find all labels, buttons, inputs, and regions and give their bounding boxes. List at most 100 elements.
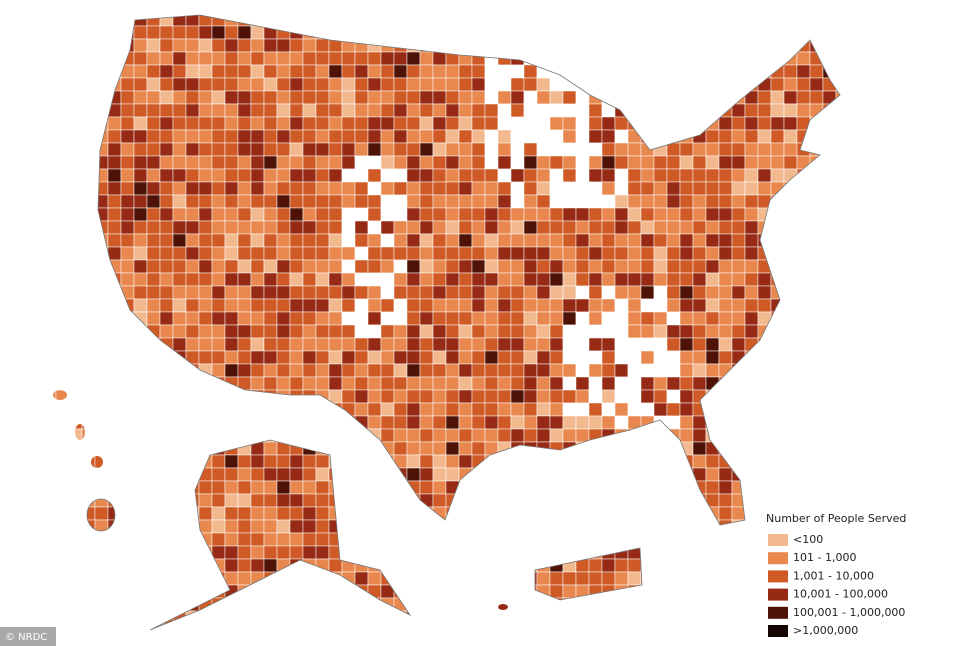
county: [341, 207, 356, 222]
county: [68, 285, 83, 300]
county: [432, 51, 447, 66]
county: [94, 246, 109, 261]
county: [679, 558, 694, 573]
county: [510, 545, 525, 560]
county: [498, 0, 511, 13]
county: [614, 441, 629, 456]
county: [783, 129, 798, 144]
county: [601, 155, 616, 170]
county: [380, 428, 395, 443]
county: [666, 272, 681, 287]
county: [94, 610, 109, 625]
county: [471, 77, 486, 92]
county: [575, 168, 590, 183]
county: [81, 116, 96, 131]
county: [653, 519, 668, 534]
county: [81, 337, 96, 352]
county: [744, 298, 759, 313]
county: [822, 454, 837, 469]
county: [159, 506, 174, 521]
county: [53, 90, 57, 105]
county: [211, 233, 226, 248]
county: [744, 168, 759, 183]
county: [666, 15, 681, 27]
county: [588, 246, 603, 261]
county: [471, 480, 486, 495]
county: [602, 637, 615, 646]
county: [640, 623, 655, 630]
county: [185, 142, 200, 157]
county: [55, 389, 70, 404]
county: [419, 480, 434, 495]
county: [783, 285, 798, 300]
county: [614, 623, 629, 630]
county: [588, 129, 603, 144]
county: [575, 51, 590, 66]
county: [757, 116, 772, 131]
county: [575, 298, 590, 313]
county: [133, 38, 148, 53]
county: [172, 38, 187, 53]
county: [549, 15, 564, 27]
county: [679, 155, 694, 170]
county: [588, 532, 603, 547]
county: [614, 402, 629, 417]
county: [588, 571, 603, 586]
county: [224, 324, 239, 339]
county: [198, 467, 213, 482]
county: [289, 519, 304, 534]
county: [458, 454, 473, 469]
county: [355, 637, 368, 646]
county: [406, 623, 421, 630]
county: [835, 311, 840, 326]
county: [81, 77, 96, 92]
county: [81, 25, 96, 40]
county: [198, 350, 213, 365]
county: [458, 129, 473, 144]
county: [614, 532, 629, 547]
county: [835, 415, 840, 430]
county: [198, 246, 213, 261]
county: [575, 311, 590, 326]
county: [68, 103, 83, 118]
county: [549, 129, 564, 144]
county: [536, 181, 551, 196]
county: [718, 246, 733, 261]
county: [237, 142, 252, 157]
county: [796, 181, 811, 196]
county: [550, 0, 563, 13]
county: [497, 64, 512, 79]
county: [731, 298, 746, 313]
county: [679, 350, 694, 365]
county: [367, 194, 382, 209]
county: [198, 220, 213, 235]
county: [822, 337, 837, 352]
county: [445, 311, 460, 326]
county: [328, 493, 343, 508]
county: [796, 272, 811, 287]
county: [172, 246, 187, 261]
county: [81, 350, 96, 365]
county: [835, 350, 840, 365]
county: [692, 532, 707, 547]
county: [497, 571, 512, 586]
county: [588, 116, 603, 131]
county: [185, 233, 200, 248]
county: [705, 558, 720, 573]
county: [679, 38, 694, 53]
county: [588, 610, 603, 625]
county: [237, 220, 252, 235]
county: [692, 103, 707, 118]
county: [588, 207, 603, 222]
county: [523, 168, 538, 183]
county: [211, 610, 226, 625]
county: [445, 610, 460, 625]
county: [354, 246, 369, 261]
county: [627, 337, 642, 352]
county: [419, 116, 434, 131]
county: [653, 15, 668, 27]
county: [133, 428, 148, 443]
county: [653, 246, 668, 261]
county: [53, 103, 57, 118]
county: [497, 350, 512, 365]
